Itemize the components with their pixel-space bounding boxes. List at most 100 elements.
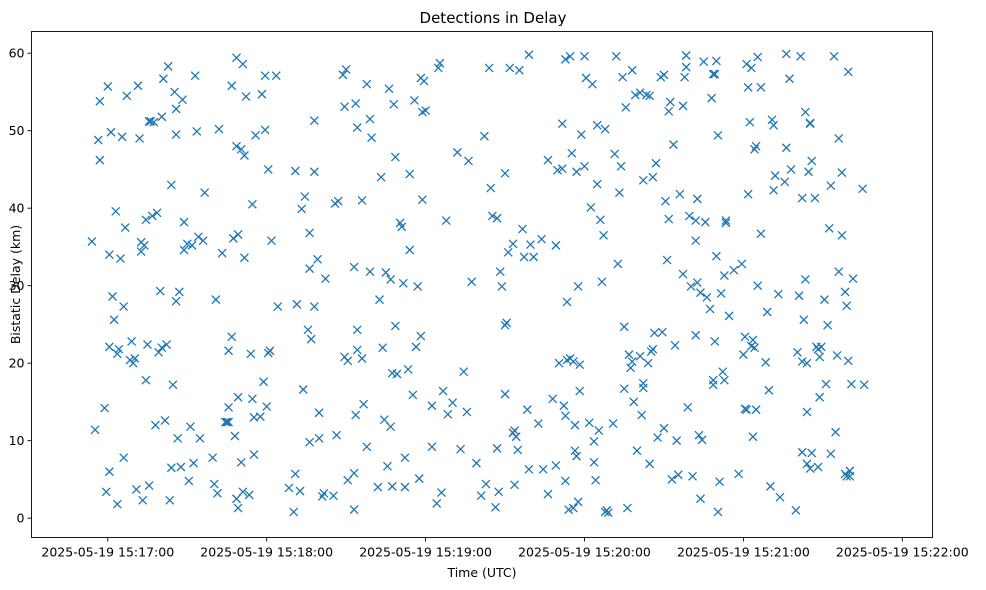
data-point: [214, 124, 224, 134]
data-point: [158, 74, 168, 84]
data-point: [224, 417, 234, 427]
data-point: [815, 352, 825, 362]
data-point: [805, 119, 815, 129]
data-point: [748, 432, 758, 442]
data-point: [179, 245, 189, 255]
data-point: [309, 167, 319, 177]
data-point: [557, 119, 567, 129]
data-point: [224, 402, 234, 412]
data-point: [662, 255, 672, 265]
data-point: [359, 399, 369, 409]
data-point: [614, 188, 624, 198]
data-point: [580, 51, 589, 61]
data-point: [586, 202, 596, 212]
data-point: [832, 350, 842, 360]
data-point: [826, 181, 836, 191]
data-point: [378, 343, 388, 353]
data-point: [751, 141, 761, 151]
data-point: [397, 222, 407, 232]
data-point: [255, 412, 265, 422]
data-point: [171, 130, 181, 140]
data-point: [678, 101, 688, 111]
data-point: [699, 57, 709, 67]
data-point: [389, 99, 399, 109]
data-point: [743, 82, 753, 92]
data-point: [734, 469, 744, 479]
y-tick-label: 60: [9, 46, 25, 61]
data-point: [557, 164, 567, 174]
data-point: [168, 380, 178, 390]
data-point: [352, 325, 362, 335]
data-point: [672, 436, 682, 446]
data-point: [575, 386, 585, 396]
data-point: [665, 97, 675, 107]
data-point: [819, 295, 829, 305]
data-point: [108, 292, 118, 301]
data-point: [568, 357, 578, 367]
data-point: [713, 130, 723, 140]
data-point: [729, 265, 739, 275]
data-point: [829, 51, 839, 61]
data-point: [119, 453, 129, 463]
data-point: [740, 332, 750, 342]
data-point: [295, 486, 305, 496]
data-point: [594, 426, 604, 436]
data-point: [387, 481, 397, 491]
data-point: [770, 171, 780, 181]
data-point: [233, 503, 243, 513]
data-point: [352, 123, 362, 133]
data-point: [319, 488, 329, 498]
data-point: [502, 318, 512, 328]
y-tick-label: 30: [9, 278, 25, 293]
data-point: [114, 344, 124, 354]
data-point: [290, 166, 300, 176]
data-point: [305, 437, 315, 447]
data-point: [236, 144, 246, 154]
data-point: [837, 230, 847, 240]
data-point: [553, 165, 562, 175]
data-point: [491, 502, 500, 512]
data-point: [136, 247, 146, 257]
data-point: [467, 277, 477, 287]
data-point: [637, 410, 647, 420]
data-point: [681, 51, 691, 60]
data-point: [232, 141, 241, 151]
data-point: [427, 442, 437, 452]
x-axis-ticks: 2025-05-19 15:17:00 2025-05-19 15:18:00 20…: [41, 537, 969, 560]
data-point: [246, 349, 256, 359]
data-point: [696, 288, 705, 298]
data-point: [233, 230, 243, 239]
data-point: [166, 463, 176, 473]
data-point: [858, 184, 868, 194]
data-point: [111, 206, 121, 216]
data-point: [659, 423, 669, 433]
data-point: [591, 475, 601, 485]
data-point: [526, 240, 535, 250]
data-point: [765, 481, 775, 491]
data-point: [522, 405, 532, 415]
data-point: [95, 96, 105, 106]
data-point: [87, 237, 97, 246]
data-point: [826, 449, 836, 459]
data-point: [570, 446, 580, 456]
data-point: [375, 295, 384, 305]
data-point: [543, 489, 553, 499]
data-point: [643, 358, 653, 368]
data-point: [710, 336, 720, 346]
data-point: [751, 405, 761, 415]
data-point: [700, 217, 710, 227]
data-point: [492, 443, 502, 453]
data-point: [610, 149, 620, 159]
data-point: [742, 405, 752, 415]
data-point: [384, 84, 394, 94]
data-point: [599, 230, 609, 240]
data-point: [669, 140, 678, 150]
data-point: [421, 106, 431, 115]
data-point: [524, 50, 534, 60]
data-point: [144, 481, 154, 491]
data-point: [597, 277, 607, 287]
data-point: [500, 389, 510, 399]
data-point: [244, 490, 254, 500]
data-point: [846, 379, 856, 389]
